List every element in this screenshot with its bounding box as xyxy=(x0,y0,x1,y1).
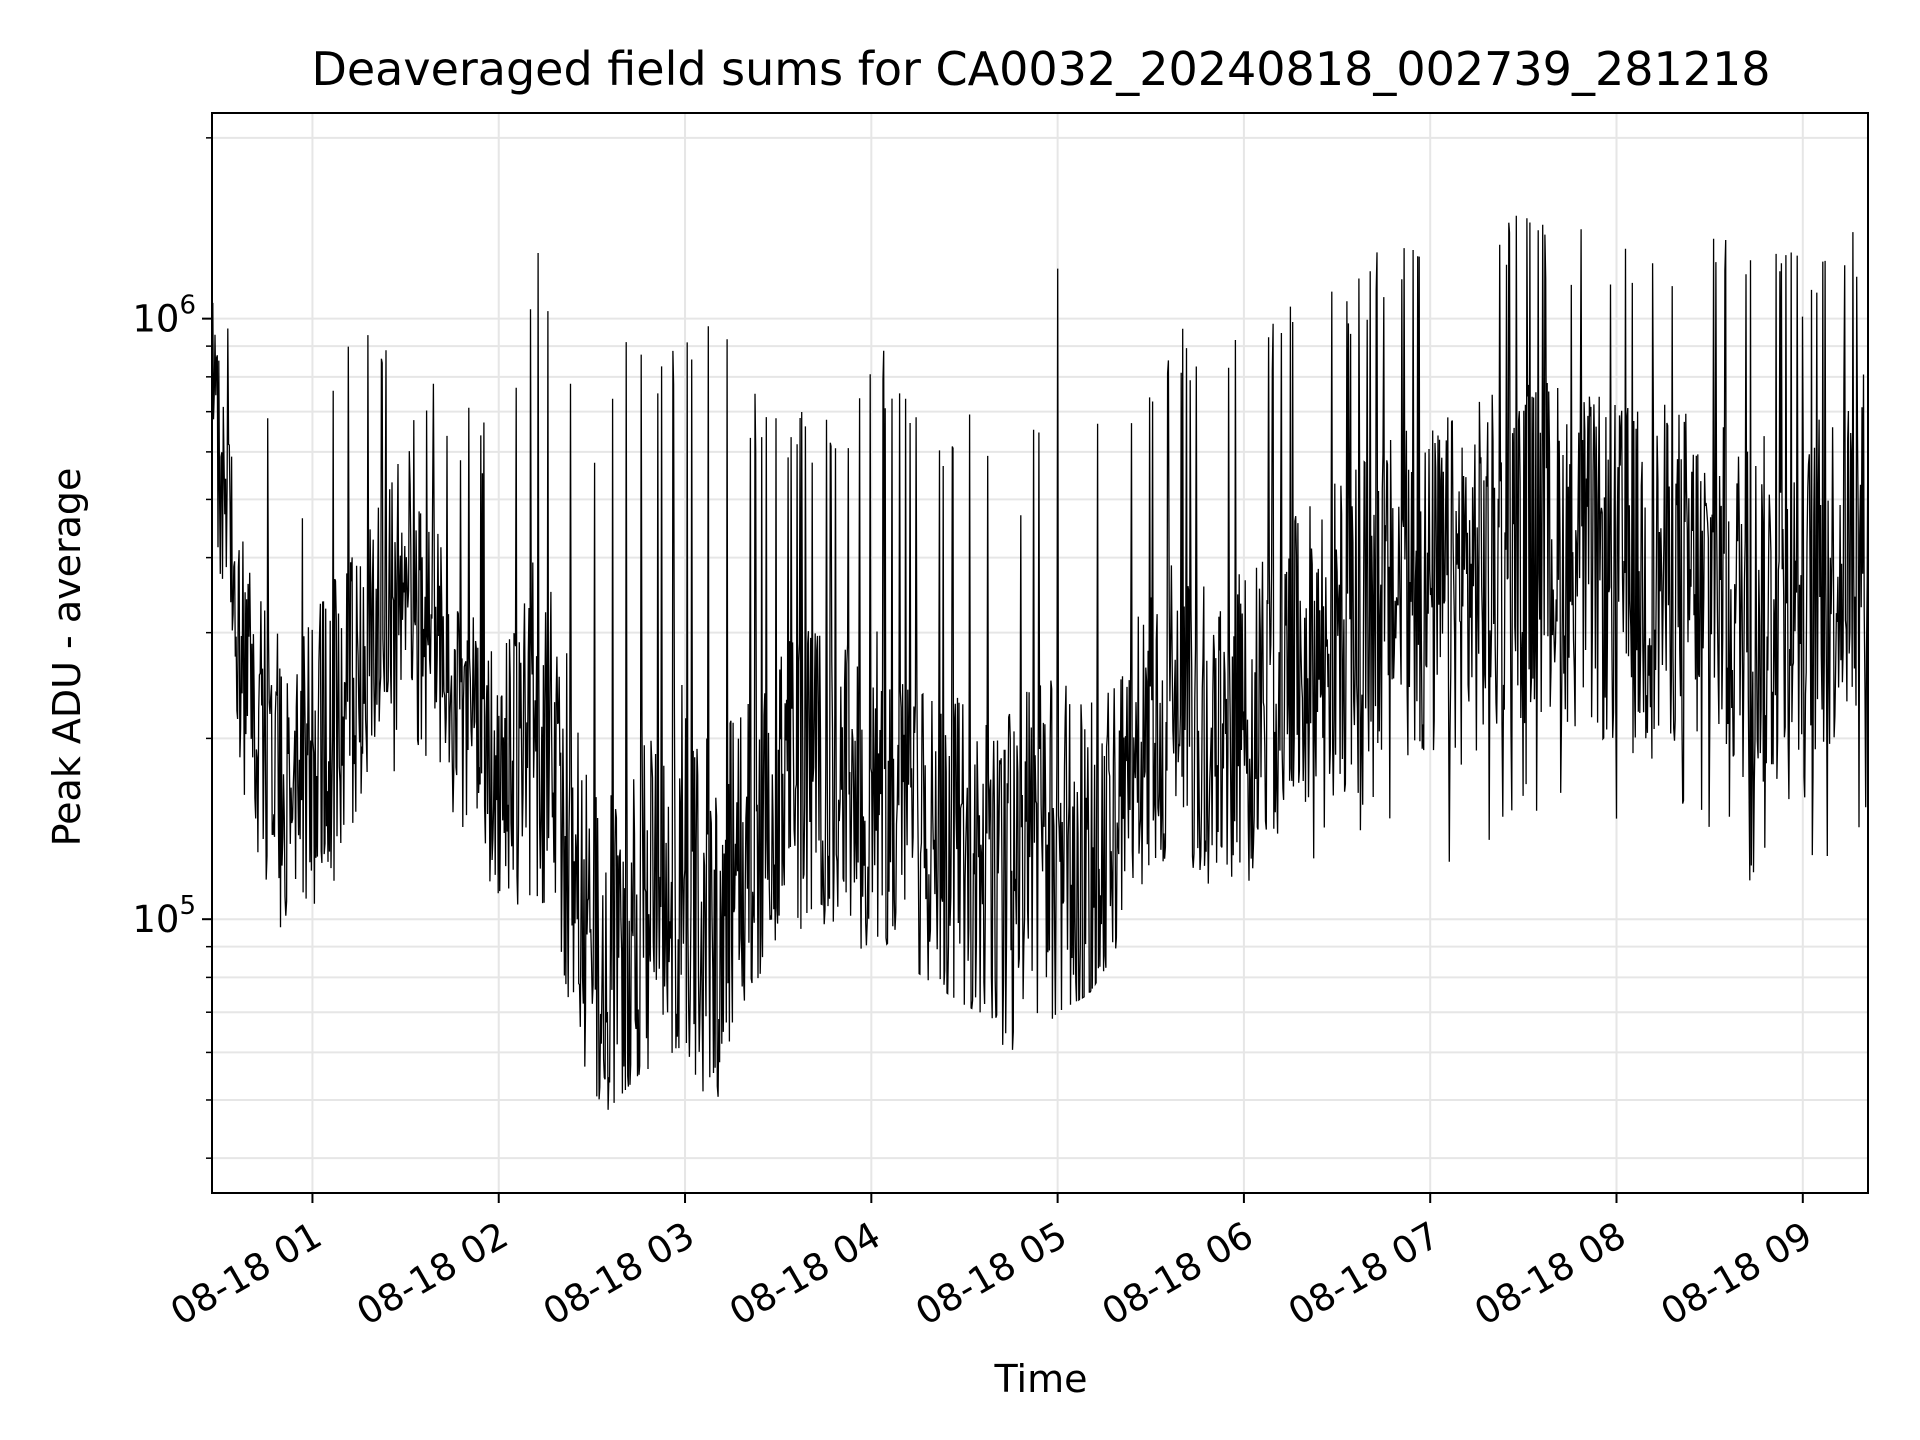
series-polyline xyxy=(211,215,1869,1110)
plot-frame xyxy=(211,112,1869,1194)
y-tick-label: 106 xyxy=(132,291,196,341)
y-tick-label: 105 xyxy=(132,891,196,941)
y-tick-base: 10 xyxy=(132,898,179,941)
x-axis-label: Time xyxy=(994,1357,1088,1401)
y-tick-base: 10 xyxy=(132,298,179,341)
y-axis-label: Peak ADU - average xyxy=(45,468,89,847)
y-tick-exponent: 5 xyxy=(179,891,196,921)
series-line xyxy=(211,215,1869,1110)
y-tick-exponent: 6 xyxy=(179,291,196,321)
chart-title: Deaveraged field sums for CA0032_2024081… xyxy=(311,42,1770,96)
gridlines xyxy=(212,113,1868,1193)
